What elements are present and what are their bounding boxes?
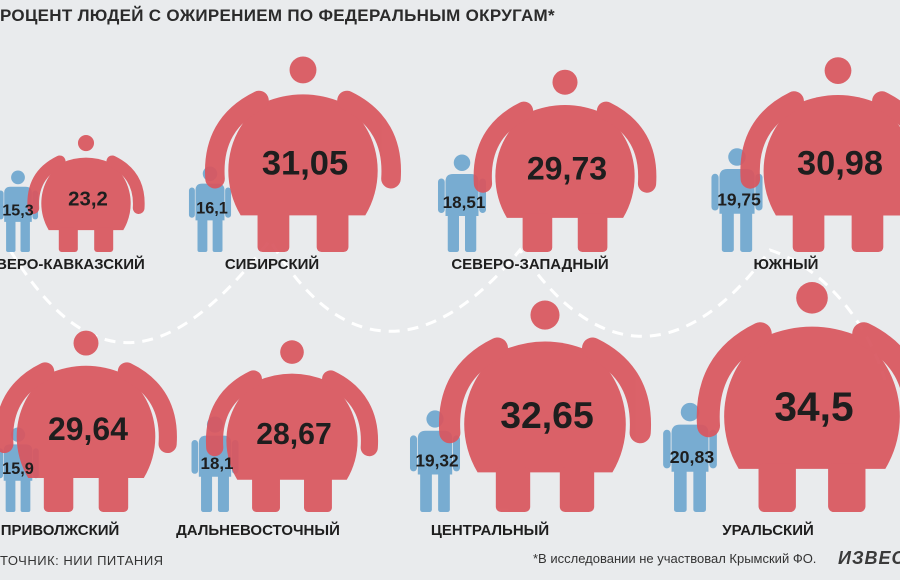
red-value-label: 30,98 [797, 145, 883, 183]
region-label: СИБИРСКИЙ [225, 255, 319, 273]
region-label: ДАЛЬНЕВОСТОЧНЫЙ [176, 521, 340, 539]
blue-value-label: 19,75 [717, 189, 761, 209]
footnote: *В исследовании не участвовал Крымский Ф… [533, 551, 817, 566]
blue-figure-3 [437, 154, 487, 252]
connector-path [8, 237, 887, 381]
red-value-label: 32,65 [500, 394, 594, 436]
blue-figure-8 [663, 402, 717, 512]
blue-value-label: 15,3 [2, 201, 33, 219]
red-figure-4 [740, 57, 900, 252]
red-value-label: 31,05 [262, 144, 348, 182]
red-value-label: 28,67 [256, 418, 332, 451]
red-figure-8 [696, 282, 900, 512]
red-value-label: 34,5 [774, 384, 853, 430]
blue-figure-1 [0, 170, 39, 252]
region-label: УРАЛЬСКИЙ [722, 521, 814, 539]
red-value-label: 29,64 [48, 411, 128, 447]
region-label: ПРИВОЛЖСКИЙ [1, 521, 120, 539]
red-figure-7 [438, 300, 652, 512]
region-label: ЮЖНЫЙ [754, 255, 819, 273]
source-note: ТОЧНИК: НИИ ПИТАНИЯ [0, 553, 164, 568]
red-figure-5 [0, 330, 177, 512]
region-label: ЦЕНТРАЛЬНЫЙ [431, 521, 549, 539]
red-value-label: 23,2 [68, 188, 108, 210]
blue-value-label: 16,1 [196, 200, 228, 218]
publisher-logo: ИЗВЕСТИЯ [838, 548, 900, 568]
region-label: СЕВЕРО-КАВКАЗСКИЙ [0, 255, 145, 273]
red-figure-6 [205, 340, 379, 512]
red-figure-2 [205, 56, 401, 252]
blue-value-label: 18,51 [443, 193, 486, 212]
red-figure-3 [473, 69, 657, 252]
blue-figure-7 [409, 410, 461, 512]
blue-value-label: 20,83 [670, 447, 715, 467]
chart-title: РОЦЕНТ ЛЮДЕЙ С ОЖИРЕНИЕМ ПО ФЕДЕРАЛЬНЫМ … [0, 6, 555, 25]
blue-value-label: 15,9 [2, 460, 34, 478]
blue-value-label: 19,32 [415, 450, 458, 470]
blue-value-label: 18,1 [201, 454, 234, 473]
region-label: СЕВЕРО-ЗАПАДНЫЙ [451, 255, 608, 273]
red-figure-1 [27, 135, 145, 252]
red-value-label: 29,73 [527, 151, 607, 187]
